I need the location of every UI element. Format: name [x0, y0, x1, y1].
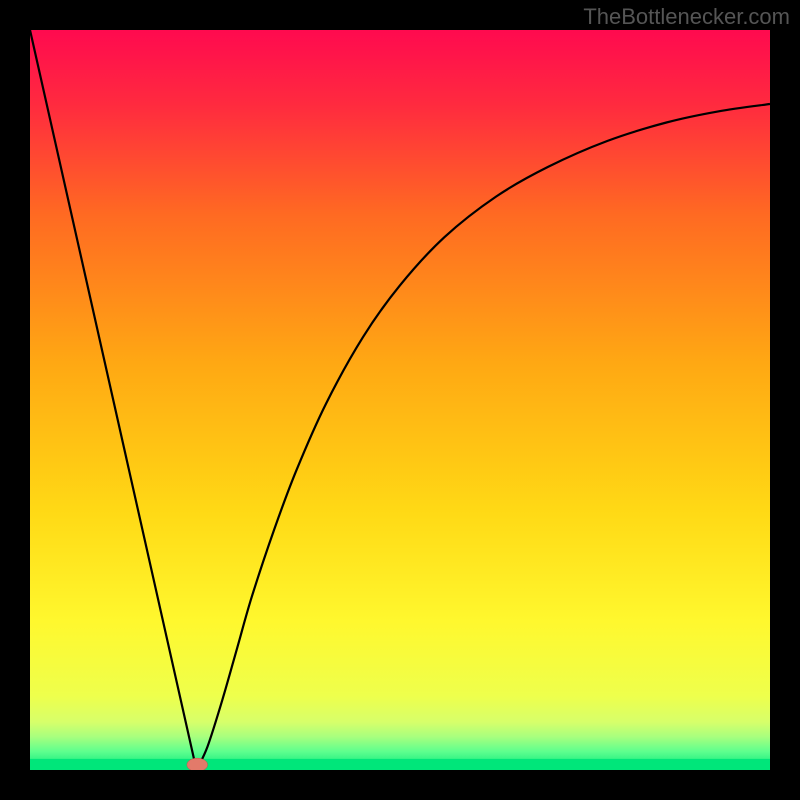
watermark-text: TheBottlenecker.com: [583, 4, 790, 30]
chart-container: TheBottlenecker.com: [0, 0, 800, 800]
plot-area: [30, 30, 770, 770]
bottleneck-curve: [30, 30, 770, 770]
minimum-marker: [187, 758, 208, 770]
curve-layer: [30, 30, 770, 770]
